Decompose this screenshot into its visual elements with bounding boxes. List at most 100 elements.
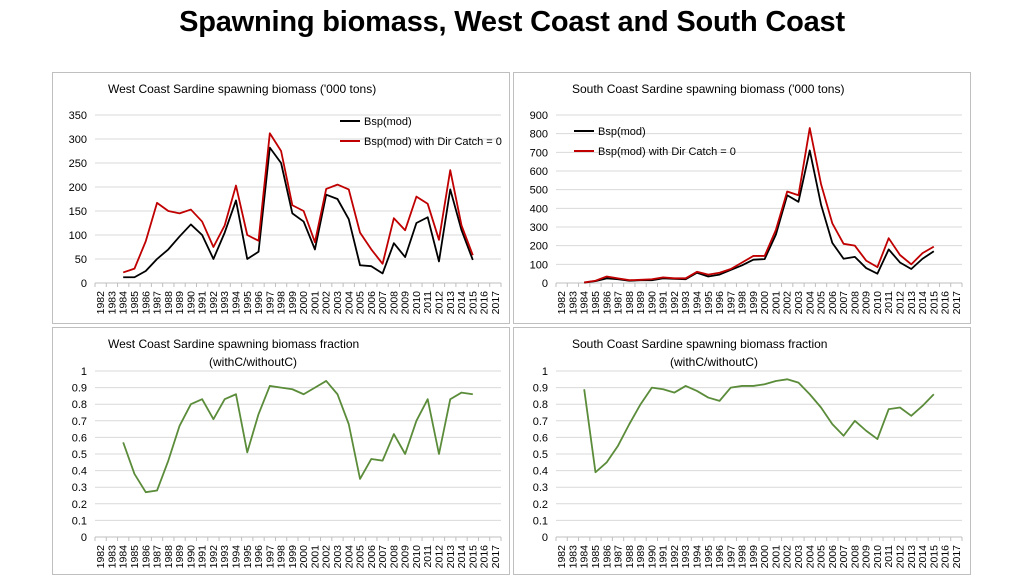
x-tick-label: 1991 (658, 291, 670, 315)
x-tick-label: 2003 (793, 545, 805, 569)
x-tick-label: 2008 (388, 545, 400, 569)
x-tick-label: 2001 (770, 291, 782, 315)
x-tick-label: 2014 (456, 545, 468, 569)
x-tick-label: 2005 (355, 545, 367, 569)
x-tick-label: 1996 (714, 545, 726, 569)
y-tick-label: 1 (542, 366, 548, 378)
legend-label: Bsp(mod) with Dir Catch = 0 (364, 136, 502, 148)
x-tick-label: 2004 (343, 291, 355, 315)
x-tick-label: 1997 (725, 545, 737, 569)
x-tick-label: 2001 (309, 545, 321, 569)
x-tick-label: 1988 (163, 545, 175, 569)
y-tick-label: 0.9 (72, 383, 87, 395)
y-tick-label: 0 (81, 278, 87, 290)
x-tick-label: 1993 (219, 545, 231, 569)
x-tick-label: 2015 (928, 545, 940, 569)
y-tick-label: 400 (530, 203, 548, 215)
x-tick-label: 1990 (185, 545, 197, 569)
x-tick-label: 2000 (298, 545, 310, 569)
y-tick-label: 350 (69, 110, 87, 122)
x-tick-label: 2009 (400, 545, 412, 569)
x-tick-label: 1988 (624, 545, 636, 569)
x-tick-label: 2005 (816, 291, 828, 315)
x-tick-label: 2007 (838, 291, 850, 315)
x-tick-label: 1989 (635, 545, 647, 569)
x-tick-label: 1986 (601, 291, 613, 315)
chart-west-coast-biomass: West Coast Sardine spawning biomass ('00… (52, 72, 510, 324)
legend-label: Bsp(mod) (598, 126, 646, 138)
x-tick-label: 2009 (861, 291, 873, 315)
y-tick-label: 600 (530, 166, 548, 178)
x-tick-label: 1994 (230, 291, 242, 315)
x-tick-label: 1988 (163, 291, 175, 315)
x-tick-label: 2006 (827, 545, 839, 569)
x-tick-label: 1991 (197, 291, 209, 315)
x-tick-label: 2002 (782, 291, 794, 315)
y-tick-label: 0 (542, 278, 548, 290)
chart-svg-west-coast-biomass: West Coast Sardine spawning biomass ('00… (69, 82, 502, 315)
x-tick-label: 2013 (906, 545, 918, 569)
x-tick-label: 2002 (321, 291, 333, 315)
x-tick-label: 2002 (782, 545, 794, 569)
x-tick-label: 1982 (95, 545, 107, 569)
y-tick-label: 0.3 (72, 482, 87, 494)
y-tick-label: 0.9 (533, 383, 548, 395)
series-line-bsp-mod-with-dir-catch-0 (584, 127, 935, 284)
x-tick-label: 1987 (152, 291, 164, 315)
x-tick-label: 2015 (467, 545, 479, 569)
y-tick-label: 0.7 (533, 416, 548, 428)
x-tick-label: 2001 (770, 545, 782, 569)
x-tick-label: 2011 (883, 291, 895, 314)
chart-title: (withC/withoutC) (209, 355, 297, 369)
x-tick-label: 2010 (411, 545, 423, 569)
x-tick-label: 1983 (567, 545, 579, 569)
x-tick-label: 1995 (703, 545, 715, 569)
x-tick-label: 2006 (366, 291, 378, 315)
y-tick-label: 0.1 (72, 515, 87, 527)
x-tick-label: 2012 (894, 291, 906, 315)
x-tick-label: 2016 (940, 291, 952, 315)
x-tick-label: 1991 (197, 545, 209, 569)
x-tick-label: 1997 (264, 291, 276, 315)
x-tick-label: 1994 (230, 545, 242, 569)
x-tick-label: 2003 (793, 291, 805, 315)
x-tick-label: 1991 (658, 545, 670, 569)
y-tick-label: 700 (530, 147, 548, 159)
x-tick-label: 1996 (714, 291, 726, 315)
x-tick-label: 2011 (422, 545, 434, 568)
x-tick-label: 2008 (849, 291, 861, 315)
y-tick-label: 0 (542, 532, 548, 544)
x-tick-label: 1989 (635, 291, 647, 315)
x-tick-label: 2016 (940, 545, 952, 569)
x-tick-label: 2012 (433, 545, 445, 569)
y-tick-label: 0.5 (533, 449, 548, 461)
x-tick-label: 2013 (445, 545, 457, 569)
x-tick-label: 2011 (883, 545, 895, 568)
x-tick-label: 1989 (174, 291, 186, 315)
x-tick-label: 1987 (613, 291, 625, 315)
x-tick-label: 1987 (152, 545, 164, 569)
x-tick-label: 1995 (703, 291, 715, 315)
x-tick-label: 2005 (816, 545, 828, 569)
x-tick-label: 2017 (490, 291, 502, 315)
chart-south-coast-biomass: South Coast Sardine spawning biomass ('0… (513, 72, 971, 324)
x-tick-label: 2017 (951, 291, 963, 315)
x-tick-label: 2000 (759, 291, 771, 315)
y-tick-label: 500 (530, 185, 548, 197)
x-tick-label: 1986 (601, 545, 613, 569)
x-tick-label: 1985 (129, 291, 141, 315)
x-tick-label: 2001 (309, 291, 321, 315)
x-tick-label: 1985 (129, 545, 141, 569)
x-tick-label: 1986 (140, 291, 152, 315)
x-tick-label: 1984 (579, 291, 591, 315)
x-tick-label: 2003 (332, 291, 344, 315)
x-tick-label: 1984 (118, 545, 130, 569)
x-tick-label: 2017 (490, 545, 502, 569)
chart-title: West Coast Sardine spawning biomass ('00… (108, 82, 376, 96)
x-tick-label: 2012 (433, 291, 445, 315)
x-tick-label: 2000 (298, 291, 310, 315)
x-tick-label: 2006 (366, 545, 378, 569)
x-tick-label: 2009 (861, 545, 873, 569)
x-tick-label: 2012 (894, 545, 906, 569)
x-tick-label: 2006 (827, 291, 839, 315)
